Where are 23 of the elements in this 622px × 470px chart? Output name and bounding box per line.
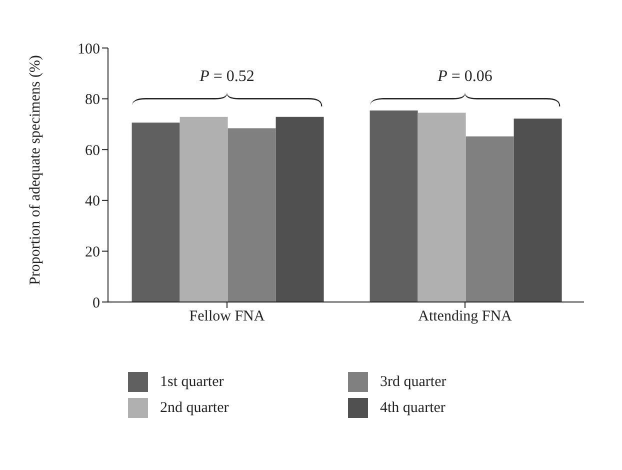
legend-label: 3rd quarter: [380, 374, 446, 390]
legend-label: 2nd quarter: [160, 400, 229, 416]
y-tick-label: 20: [85, 244, 100, 261]
bar: [466, 136, 514, 302]
bar: [132, 122, 180, 302]
bar: [514, 118, 562, 302]
bar: [370, 110, 418, 302]
x-tick-label: Attending FNA: [418, 308, 512, 325]
bar: [418, 112, 466, 302]
annotation: P = 0.06: [436, 68, 492, 86]
y-tick-label: 0: [92, 295, 100, 312]
y-tick-label: 100: [78, 41, 100, 58]
y-tick-label: 40: [85, 194, 100, 210]
bar: [180, 116, 228, 302]
annotation: P = 0.52: [198, 68, 254, 86]
y-tick-label: 80: [85, 92, 100, 108]
y-tick-label: 60: [85, 142, 100, 159]
legend-label: 4th quarter: [380, 400, 446, 416]
bar: [228, 128, 276, 302]
y-axis-title: Proportion of adequate specimens (%): [27, 55, 44, 285]
bar: [276, 116, 324, 302]
x-tick-label: Fellow FNA: [189, 308, 265, 325]
legend-label: 1st quarter: [160, 374, 224, 390]
